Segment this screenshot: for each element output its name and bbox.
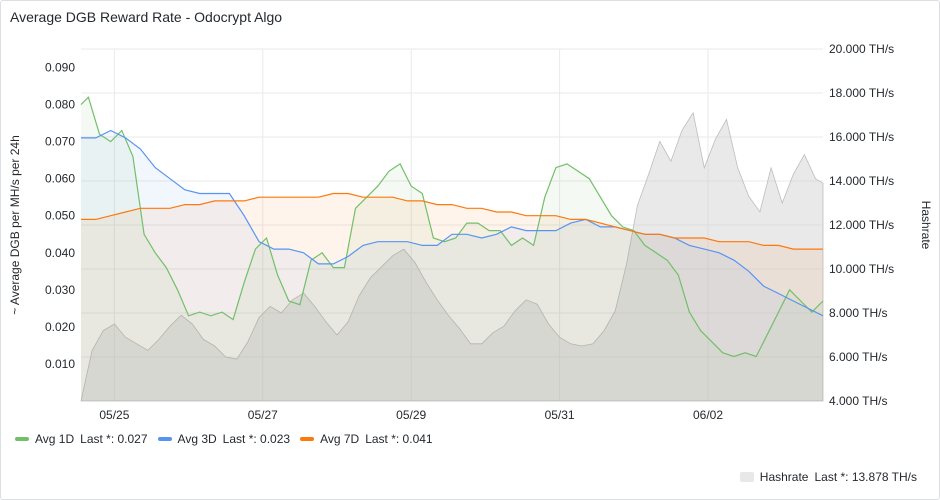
series-avg-1d-fill: [81, 97, 823, 401]
y2-axis-title: Hashrate: [919, 201, 933, 250]
y2-tick-label: 10.000 TH/s: [829, 262, 894, 276]
legend-last-avg-3d: Last *: 0.023: [222, 432, 291, 446]
y-tick-label: 0.090: [45, 61, 75, 75]
y2-tick-label: 20.000 TH/s: [829, 42, 894, 56]
x-tick-label: 05/29: [396, 408, 426, 421]
legend-item-hashrate[interactable]: Hashrate Last *: 13.878 TH/s: [739, 470, 917, 484]
legend-swatch-hashrate: [739, 472, 754, 482]
legend-label-avg-3d: Avg 3D: [177, 432, 217, 446]
legend-label-avg-7d: Avg 7D: [320, 432, 360, 446]
y-tick-label: 0.080: [45, 98, 75, 112]
series-avg-3d-line: [81, 129, 824, 317]
legend-swatch-avg-1d: [15, 437, 29, 441]
y-tick-label: 0.020: [45, 320, 75, 334]
legend-right: Hashrate Last *: 13.878 TH/s: [739, 470, 917, 484]
legend-last-avg-7d: Last *: 0.041: [365, 432, 433, 446]
series-avg-3d-fill: [81, 130, 823, 401]
y-tick-label: 0.070: [45, 135, 75, 149]
y2-tick-label: 14.000 TH/s: [829, 174, 894, 188]
panel-title: Average DGB Reward Rate - Odocrypt Algo: [10, 9, 283, 25]
x-tick-label: 05/25: [99, 408, 129, 421]
x-tick-label: 05/27: [248, 408, 278, 421]
legend-label-hashrate: Hashrate: [759, 470, 809, 484]
y-tick-label: 0.010: [45, 357, 75, 371]
y2-tick-label: 12.000 TH/s: [829, 218, 894, 232]
legend-item-avg-3d[interactable]: Avg 3D Last *: 0.023: [157, 432, 291, 446]
series-hashrate-area: [80, 111, 824, 402]
y-tick-label: 0.050: [45, 209, 75, 223]
y-tick-label: 0.040: [45, 246, 75, 260]
y2-tick-label: 6.000 TH/s: [829, 350, 887, 364]
legend-last-hashrate: Last *: 13.878 TH/s: [814, 470, 917, 484]
y2-tick-label: 4.000 TH/s: [829, 394, 887, 408]
legend-label-avg-1d: Avg 1D: [35, 432, 75, 446]
chart-svg: 4.000 TH/s 6.000 TH/s 8.000 TH/s 10.000 TH/…: [8, 42, 933, 421]
x-tick-label: 05/31: [545, 408, 575, 421]
y2-tick-label: 16.000 TH/s: [829, 130, 894, 144]
legend-swatch-avg-3d: [157, 437, 172, 441]
legend-swatch-avg-7d: [300, 437, 315, 441]
x-tick-label: 06/02: [693, 408, 723, 421]
y2-tick-label: 8.000 TH/s: [829, 306, 887, 320]
legend-left: Avg 1D Last *: 0.027 Avg 3D Last *: 0.02…: [15, 432, 433, 446]
legend-item-avg-1d[interactable]: Avg 1D Last *: 0.027: [15, 432, 148, 446]
legend-item-avg-7d[interactable]: Avg 7D Last *: 0.041: [300, 432, 433, 446]
legend-last-avg-1d: Last *: 0.027: [80, 432, 148, 446]
y-tick-label: 0.060: [45, 172, 75, 186]
y2-tick-label: 18.000 TH/s: [829, 86, 894, 100]
series-avg-7d-line: [81, 192, 823, 250]
y-tick-label: 0.030: [45, 283, 75, 297]
y-axis-title: ~ Average DGB per MH/s per 24h: [8, 135, 22, 315]
series-avg-1d-line: [80, 96, 824, 358]
